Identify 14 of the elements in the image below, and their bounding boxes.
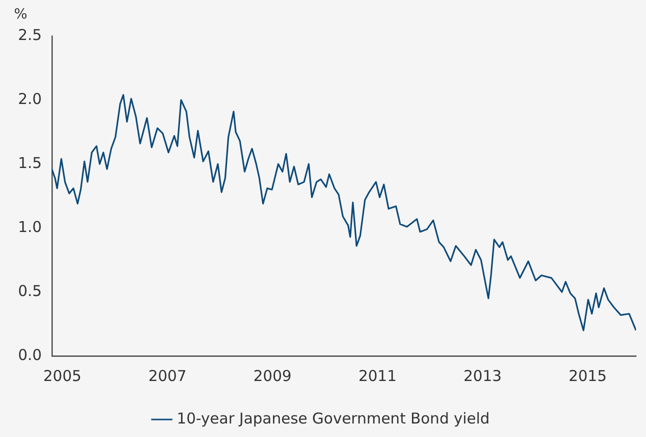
y-axis-title: %: [14, 6, 28, 23]
x-tick-label: 2015: [568, 366, 607, 385]
x-tick-label: 2007: [148, 366, 187, 385]
x-tick-label: 2011: [358, 366, 397, 385]
y-tick-label: 2.0: [18, 90, 42, 108]
y-tick-label: 2.5: [18, 26, 42, 44]
x-tick-label: 2009: [253, 366, 292, 385]
legend-label: 10-year Japanese Government Bond yield: [176, 409, 490, 428]
x-tick-label: 2013: [464, 366, 502, 385]
y-tick-label: 1.5: [18, 154, 42, 172]
y-tick-label: 0.0: [18, 346, 42, 364]
y-tick-label: 0.5: [18, 282, 42, 300]
x-tick-label: 2005: [43, 366, 82, 385]
y-tick-label: 1.0: [18, 218, 42, 236]
